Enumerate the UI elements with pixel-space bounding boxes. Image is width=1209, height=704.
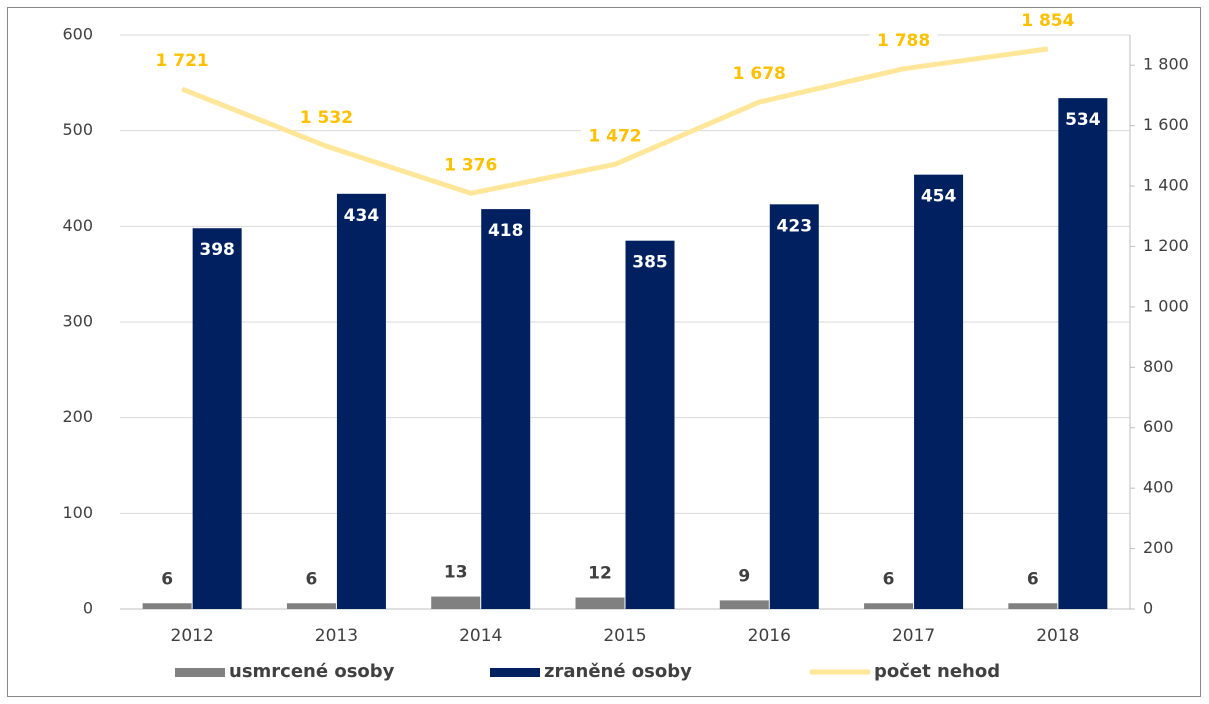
data-label-bg — [869, 29, 938, 52]
legend-swatch — [490, 668, 540, 677]
bar — [575, 597, 625, 609]
y2-tick-label: 1 800 — [1143, 55, 1189, 74]
y2-tick-label: 400 — [1143, 478, 1174, 497]
data-label: 418 — [488, 221, 524, 241]
data-label: 1 788 — [877, 31, 930, 51]
data-label: 1 678 — [733, 64, 786, 84]
bar — [1058, 98, 1108, 609]
data-label: 13 — [444, 563, 468, 583]
x-tick-label: 2016 — [748, 626, 791, 646]
data-label: 6 — [883, 569, 895, 589]
y-tick-label: 0 — [83, 599, 93, 618]
data-label: 534 — [1065, 110, 1101, 130]
bar — [142, 603, 192, 609]
bar — [625, 240, 675, 609]
data-label: 434 — [344, 206, 380, 226]
bar — [1008, 603, 1058, 609]
y-tick-label: 300 — [62, 312, 93, 331]
data-label: 12 — [588, 564, 612, 584]
legend-label: zraněné osoby — [544, 661, 692, 682]
y-tick-label: 400 — [62, 216, 93, 235]
data-label: 1 721 — [156, 51, 209, 71]
bar — [481, 209, 531, 609]
data-label-bg — [725, 63, 794, 86]
bar — [719, 600, 769, 609]
x-tick-label: 2014 — [459, 626, 502, 646]
y-tick-label: 500 — [62, 120, 93, 139]
legend-label: počet nehod — [874, 661, 1000, 682]
data-label: 6 — [1027, 569, 1039, 589]
bar — [431, 596, 481, 609]
data-label: 385 — [632, 253, 668, 273]
y-tick-label: 600 — [62, 25, 93, 44]
data-label: 9 — [738, 566, 750, 586]
data-label: 1 472 — [588, 126, 641, 146]
data-label-bg — [436, 154, 505, 177]
data-label: 454 — [921, 187, 957, 207]
x-tick-label: 2015 — [603, 626, 646, 646]
y2-tick-label: 800 — [1143, 357, 1174, 376]
x-tick-label: 2017 — [892, 626, 935, 646]
bar — [286, 603, 336, 609]
data-label: 1 376 — [444, 155, 497, 175]
chart-frame — [7, 7, 1201, 697]
data-label-bg — [581, 125, 649, 148]
y2-tick-label: 1 400 — [1143, 176, 1189, 195]
legend-label: usmrcené osoby — [229, 661, 395, 682]
x-tick-label: 2013 — [315, 626, 358, 646]
y2-tick-label: 1 000 — [1143, 296, 1189, 315]
data-label: 1 532 — [300, 108, 353, 128]
data-label-bg — [148, 50, 217, 73]
data-label-bg — [1013, 9, 1082, 32]
data-label: 398 — [199, 240, 235, 260]
y2-tick-label: 1 600 — [1143, 115, 1189, 134]
bar — [864, 603, 914, 609]
bar — [192, 228, 242, 609]
y-tick-label: 100 — [62, 503, 93, 522]
data-label: 1 854 — [1021, 11, 1074, 31]
bar — [336, 193, 386, 609]
data-label-bg — [292, 107, 361, 130]
y2-tick-label: 1 200 — [1143, 236, 1189, 255]
y-tick-label: 200 — [62, 407, 93, 426]
legend-swatch — [175, 668, 225, 677]
y2-tick-label: 600 — [1143, 417, 1174, 436]
x-tick-label: 2012 — [171, 626, 214, 646]
y2-tick-label: 200 — [1143, 538, 1174, 557]
x-tick-label: 2018 — [1036, 626, 1079, 646]
data-label: 423 — [777, 216, 813, 236]
data-label: 6 — [306, 569, 318, 589]
data-label: 6 — [161, 569, 173, 589]
y2-tick-label: 0 — [1143, 599, 1153, 618]
bar — [769, 204, 819, 609]
line — [181, 46, 1049, 196]
bar — [914, 174, 964, 609]
